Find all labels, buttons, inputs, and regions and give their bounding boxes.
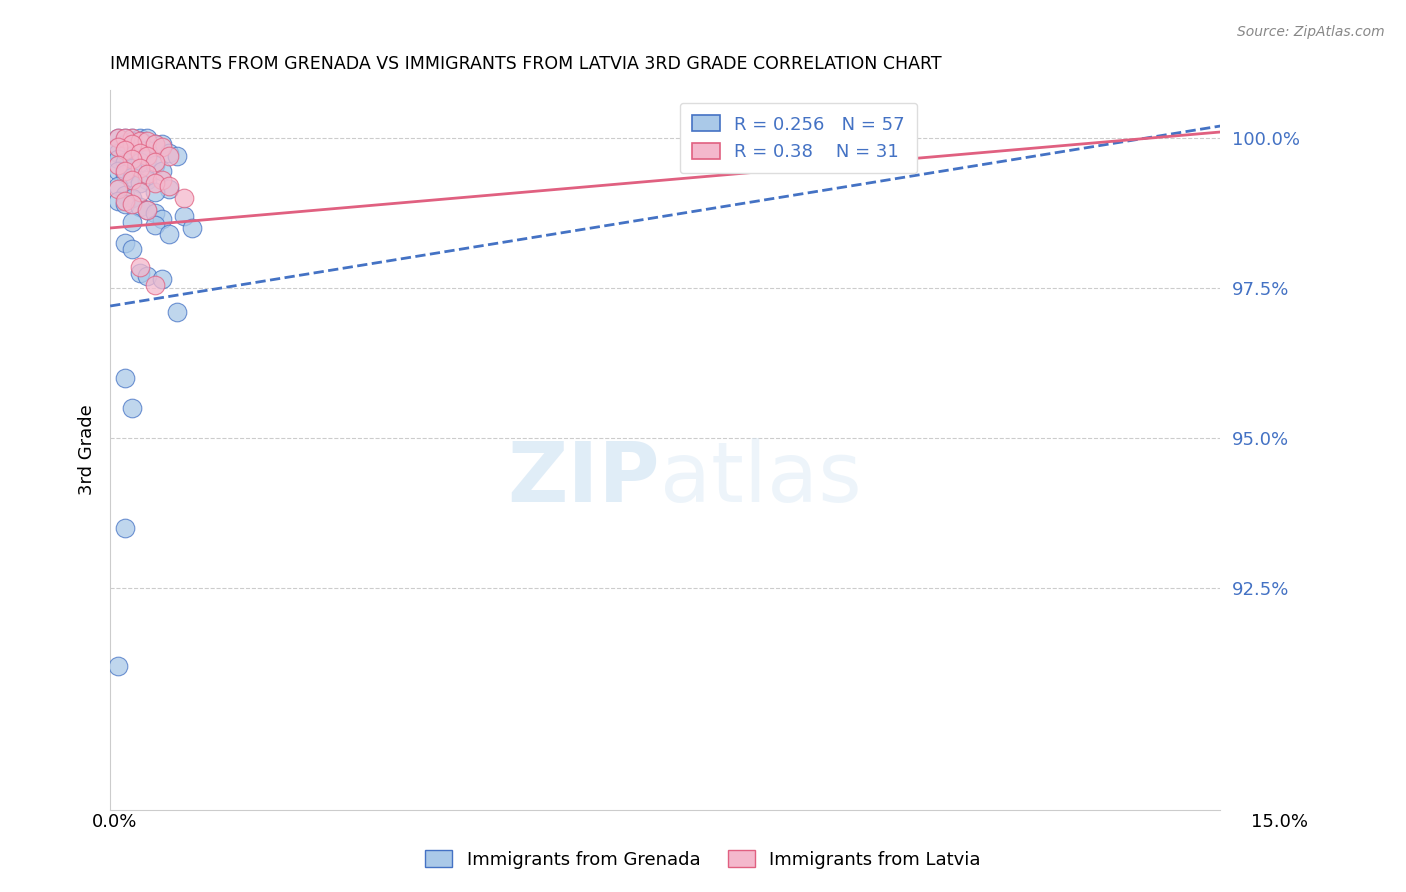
Point [121,169,143,184]
Point [114,131,136,145]
Point [114,371,136,385]
Point [121,136,143,151]
Point [107,146,129,161]
Point [157,146,180,161]
Point [136,202,159,217]
Text: ZIP: ZIP [508,438,659,519]
Point [128,134,150,148]
Point [173,191,195,205]
Point [114,143,136,157]
Point [121,173,143,187]
Text: atlas: atlas [659,438,862,519]
Legend: R = 0.256   N = 57, R = 0.38    N = 31: R = 0.256 N = 57, R = 0.38 N = 31 [681,103,917,173]
Text: 15.0%: 15.0% [1250,814,1308,831]
Point [128,131,150,145]
Point [121,131,143,145]
Point [128,134,150,148]
Text: 0.0%: 0.0% [91,814,136,831]
Point [114,167,136,181]
Point [136,149,159,163]
Point [143,218,166,232]
Text: Source: ZipAtlas.com: Source: ZipAtlas.com [1237,25,1385,39]
Point [107,194,129,208]
Point [143,155,166,169]
Point [150,173,173,187]
Point [143,176,166,190]
Point [128,185,150,199]
Point [166,305,188,319]
Point [114,197,136,211]
Point [107,179,129,194]
Point [128,176,150,190]
Point [157,179,180,194]
Point [114,235,136,250]
Text: IMMIGRANTS FROM GRENADA VS IMMIGRANTS FROM LATVIA 3RD GRADE CORRELATION CHART: IMMIGRANTS FROM GRENADA VS IMMIGRANTS FR… [110,55,942,73]
Point [136,152,159,166]
Point [121,191,143,205]
Point [128,260,150,274]
Point [136,134,159,148]
Point [114,194,136,208]
Point [136,173,159,187]
Point [121,215,143,229]
Point [107,140,129,154]
Point [157,227,180,241]
Point [128,143,150,157]
Point [107,152,129,166]
Y-axis label: 3rd Grade: 3rd Grade [79,405,96,495]
Point [114,146,136,161]
Point [173,209,195,223]
Point [128,155,150,169]
Point [107,659,129,673]
Point [143,185,166,199]
Point [121,242,143,256]
Point [150,164,173,178]
Point [114,155,136,169]
Point [107,131,129,145]
Point [114,521,136,535]
Point [136,131,159,145]
Point [121,131,143,145]
Point [180,221,202,235]
Point [128,200,150,214]
Point [150,136,173,151]
Point [136,202,159,217]
Point [136,167,159,181]
Point [121,149,143,163]
Point [121,140,143,154]
Point [150,140,173,154]
Point [143,278,166,293]
Point [128,161,150,175]
Point [121,161,143,175]
Point [121,134,143,148]
Point [121,401,143,415]
Point [143,206,166,220]
Point [157,182,180,196]
Point [150,272,173,286]
Point [114,164,136,178]
Point [107,158,129,172]
Point [114,136,136,151]
Point [136,143,159,157]
Point [114,188,136,202]
Point [128,266,150,280]
Legend: Immigrants from Grenada, Immigrants from Latvia: Immigrants from Grenada, Immigrants from… [418,843,988,876]
Point [128,146,150,161]
Point [143,136,166,151]
Point [107,182,129,196]
Point [107,164,129,178]
Point [107,140,129,154]
Point [107,131,129,145]
Point [114,131,136,145]
Point [143,136,166,151]
Point [136,268,159,283]
Point [121,152,143,166]
Point [166,149,188,163]
Point [121,197,143,211]
Point [157,149,180,163]
Point [143,158,166,172]
Point [150,212,173,227]
